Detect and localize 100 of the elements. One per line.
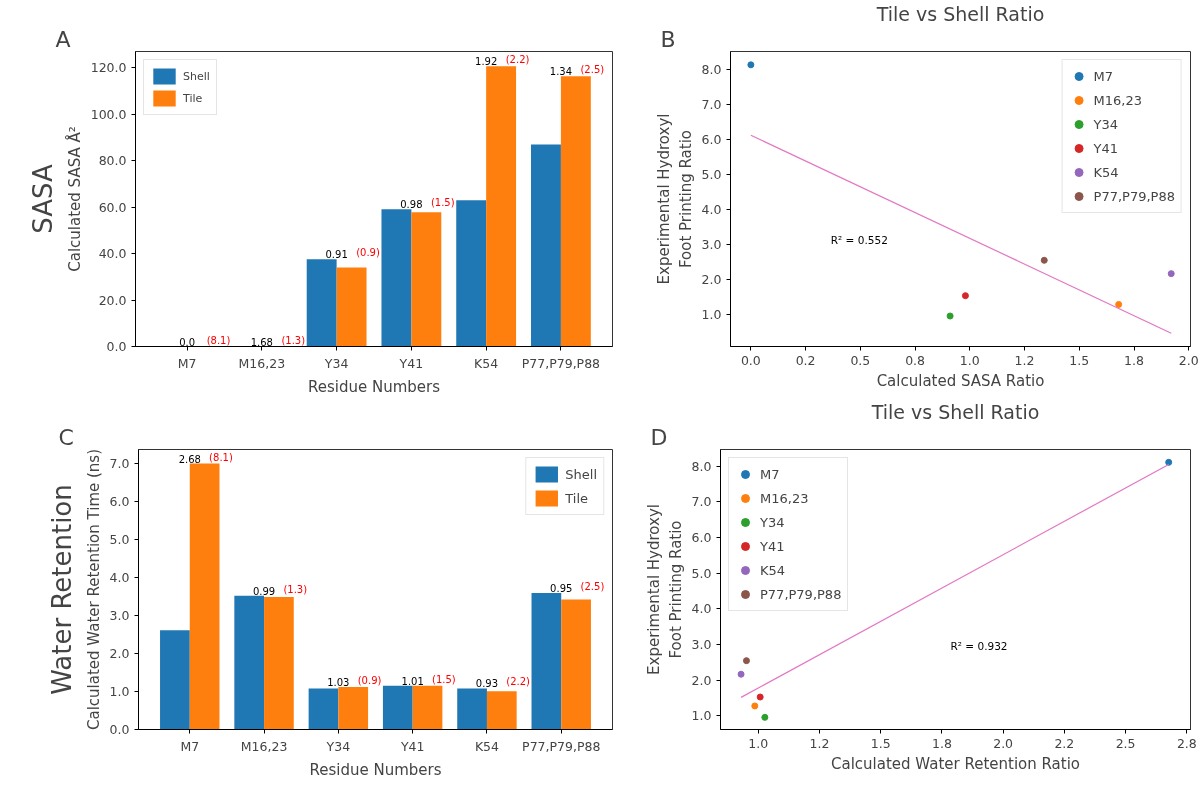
x-tick-label: 1.2: [809, 735, 830, 751]
annotation: 0.98: [400, 199, 423, 211]
y-tick-label: 7.0: [701, 96, 722, 112]
annotation: 2.68: [178, 453, 201, 465]
y-tick-label: 3.0: [691, 637, 712, 653]
annotation: 0.99: [252, 585, 276, 597]
annotation: 0.93: [475, 678, 499, 690]
annotation: (8.1): [209, 451, 233, 463]
y-tick-label: 4.0: [701, 201, 722, 217]
chart-title: Tile vs Shell Ratio: [870, 400, 1040, 423]
annotation: 1.34: [549, 66, 573, 78]
y-tick-label: 3.0: [109, 608, 130, 624]
bar: [306, 259, 337, 347]
y-tick-label: 6.0: [109, 494, 130, 510]
annotation: 0.95: [550, 583, 573, 595]
x-tick-label: P77,P79,P88: [521, 355, 601, 371]
bar: [456, 200, 487, 347]
x-tick-label: 2.5: [1115, 735, 1136, 751]
y-tick-label: 2.0: [109, 646, 130, 662]
x-tick-label: 1.5: [1069, 352, 1090, 368]
y-tick-label: 7.0: [109, 456, 130, 472]
bar: [336, 267, 367, 347]
bar: [531, 593, 562, 730]
y-tick-label: 8.0: [701, 61, 722, 77]
y-tick-label: 2.0: [691, 672, 712, 688]
y-tick-label: 7.0: [691, 494, 712, 510]
bar: [234, 595, 265, 730]
y-tick-label: 3.0: [701, 236, 722, 252]
text: A: [55, 26, 71, 52]
y-tick-label: 1.0: [691, 708, 712, 724]
y-tick-label: 60.0: [98, 199, 127, 215]
x-axis-title: Residue Numbers: [307, 377, 441, 396]
x-tick-label: M16,23: [238, 355, 286, 371]
annotation: 0.0: [179, 336, 196, 348]
text: Water Retention: [46, 484, 77, 695]
annotation: (1.5): [430, 197, 455, 209]
point: [751, 702, 759, 710]
x-axis-title: Calculated SASA Ratio: [876, 371, 1045, 390]
annotation: (0.9): [357, 674, 382, 686]
annotation: (2.2): [506, 676, 531, 688]
y-tick-label: 100.0: [90, 106, 127, 122]
annotation: (2.5): [580, 581, 605, 593]
y-tick-label: 6.0: [701, 131, 722, 147]
bar: [381, 209, 412, 347]
bar: [561, 599, 591, 730]
text: B: [660, 26, 676, 52]
annotation: 1.92: [475, 56, 498, 68]
y-tick-label: 0.0: [106, 339, 127, 354]
annotation: (2.5): [580, 64, 605, 76]
y-tick-label: 40.0: [98, 246, 127, 262]
y-tick-label: 5.0: [691, 565, 712, 581]
legend-label: M16,23: [760, 490, 809, 506]
bar: [411, 212, 442, 347]
legend-label: Y41: [760, 538, 785, 554]
y-tick-label: 20.0: [98, 292, 127, 308]
y-tick-label: 2.0: [701, 271, 722, 287]
legend-label: M16,23: [1093, 92, 1143, 108]
y-tick-label: 8.0: [691, 458, 712, 474]
annotation: R² = 0.932: [950, 639, 1008, 652]
x-axis-title: Residue Numbers: [309, 760, 442, 779]
bar: [160, 630, 190, 730]
legend-label: Y34: [1093, 116, 1119, 132]
y-tick-label: 6.0: [691, 530, 712, 546]
text: D: [650, 424, 668, 450]
x-axis-title: Calculated Water Retention Ratio: [830, 754, 1081, 773]
x-tick-label: 2.0: [1178, 352, 1199, 368]
x-tick-label: M16,23: [240, 738, 288, 754]
bar: [308, 688, 339, 730]
x-tick-label: Y34: [325, 738, 351, 754]
point: [1167, 270, 1175, 278]
bar: [382, 685, 413, 730]
x-tick-label: M7: [180, 738, 200, 754]
annotation: 1.03: [327, 676, 350, 688]
annotation: (1.3): [281, 334, 306, 346]
y-tick-label: 5.0: [701, 166, 722, 182]
bar: [338, 686, 369, 730]
x-tick-label: 1.5: [870, 735, 891, 751]
text: SASA: [27, 164, 58, 234]
bar: [486, 691, 517, 730]
legend-label: Shell: [565, 466, 597, 482]
y-tick-label: 1.0: [701, 306, 722, 322]
y-tick-label: 120.0: [90, 60, 127, 76]
x-tick-label: 1.0: [748, 735, 769, 751]
point: [737, 670, 745, 678]
legend-label: Shell: [183, 69, 210, 83]
annotation: (2.2): [505, 54, 530, 66]
legend-label: P77,P79,P88: [760, 586, 842, 602]
point: [742, 657, 750, 665]
point: [961, 292, 969, 300]
x-tick-label: Y34: [323, 355, 349, 371]
x-tick-label: K54: [474, 738, 500, 754]
y-axis-title: Experimental Hydroxyl Foot Printing Ratio: [655, 113, 695, 285]
y-tick-label: 80.0: [98, 153, 127, 169]
x-tick-label: Y41: [398, 355, 424, 371]
x-tick-label: 2.2: [1054, 735, 1075, 751]
point: [1040, 256, 1048, 264]
x-tick-label: 2.0: [993, 735, 1014, 751]
x-tick-label: K54: [474, 355, 499, 371]
bar: [457, 688, 487, 730]
legend-label: M7: [1093, 68, 1114, 84]
